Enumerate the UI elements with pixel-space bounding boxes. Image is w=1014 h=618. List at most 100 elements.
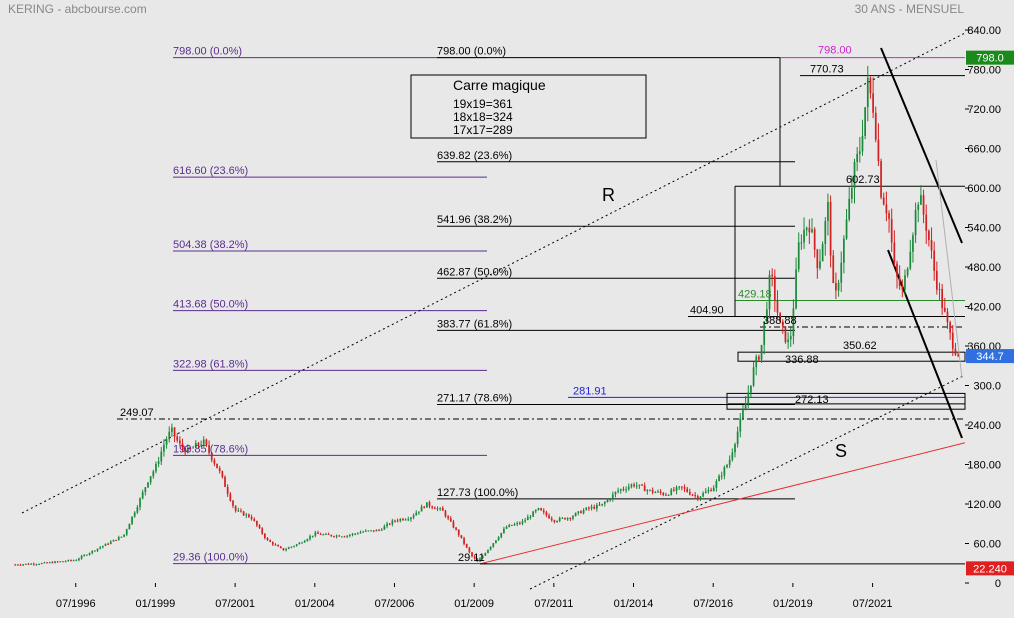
candle-body: [540, 508, 542, 511]
candle-body: [553, 520, 556, 522]
candle-body: [869, 77, 872, 94]
level-429-label: 429.18: [738, 288, 772, 300]
candle-body: [813, 229, 816, 250]
candle-body: [691, 494, 694, 496]
candle-body: [213, 459, 216, 464]
low-badge: [966, 561, 1014, 576]
candle-body: [670, 489, 673, 495]
y-tick-label-1: 60.00: [973, 539, 1001, 551]
candle-body: [954, 348, 957, 355]
candle-body: [274, 544, 277, 546]
fib-left-label-0: 798.00 (0.0%): [173, 46, 242, 58]
fib-left-label-6: 29.36 (100.0%): [173, 552, 248, 564]
candle-body: [75, 560, 78, 562]
fib-left-label-4: 322.98 (61.8%): [173, 358, 248, 370]
candle-body: [476, 558, 479, 562]
letter-r: R: [602, 185, 615, 205]
candle-body: [649, 489, 651, 491]
candle-body: [566, 517, 569, 520]
candle-body: [293, 545, 295, 547]
candle-body: [675, 487, 678, 491]
candle-body: [720, 475, 723, 477]
low-2009-label: 29.11: [458, 552, 485, 564]
info-box-line-3: 17x17=289: [453, 123, 513, 137]
candle-body: [144, 487, 147, 493]
candle-body: [874, 112, 877, 140]
info-box-line-2: 18x18=324: [453, 110, 513, 124]
candle-body: [715, 481, 718, 488]
candle-body: [683, 487, 686, 489]
candle-body: [537, 508, 540, 510]
candle-body: [800, 242, 803, 244]
candle-body: [436, 508, 439, 510]
candle-body: [864, 107, 866, 136]
level-602-label: 602.73: [846, 174, 880, 186]
candle-body: [157, 461, 160, 464]
candle-body: [856, 153, 859, 163]
candle-body: [556, 521, 558, 523]
candle-body: [248, 514, 250, 518]
y-tick-label-0: 0: [995, 578, 1001, 590]
candle-body: [22, 564, 25, 566]
candle-body: [829, 201, 832, 256]
candle-body: [588, 507, 590, 509]
candle-body: [325, 533, 327, 535]
candle-body: [750, 385, 752, 393]
candle-body: [680, 486, 683, 488]
candle-body: [558, 517, 561, 522]
candle-body: [704, 491, 707, 494]
candle-body: [348, 534, 351, 536]
candle-body: [792, 308, 795, 337]
candle-body: [641, 484, 643, 486]
candle-body: [643, 485, 646, 492]
candle-body: [86, 554, 88, 556]
last-price-badge: [966, 349, 1014, 364]
y-tick-label-11: 660.00: [967, 144, 1001, 156]
candle-body: [314, 532, 317, 536]
candle-body: [465, 543, 468, 548]
candle-body: [271, 541, 274, 545]
candle-body: [752, 367, 755, 386]
fib-right-label-2: 541.96 (38.2%): [437, 214, 512, 226]
x-tick-label-4: 07/2006: [375, 598, 415, 610]
candle-body: [396, 520, 399, 522]
candle-body: [627, 486, 630, 490]
candle-body: [696, 496, 699, 500]
candle-body: [901, 285, 904, 290]
candle-body: [598, 504, 601, 506]
fib-right-label-6: 127.73 (100.0%): [437, 487, 518, 499]
candle-body: [261, 528, 264, 534]
candle-body: [914, 209, 917, 236]
last-price-badge-label: 344.7: [976, 351, 1004, 363]
candle-body: [439, 508, 442, 510]
candle-body: [285, 549, 287, 551]
candle-body: [819, 261, 821, 269]
candle-body: [601, 503, 604, 506]
candle-body: [784, 326, 787, 343]
candle-body: [256, 520, 258, 526]
candle-body: [920, 195, 922, 205]
candle-body: [742, 410, 744, 419]
candle-body: [372, 530, 375, 532]
candle-body: [866, 77, 869, 108]
level-350-label: 350.62: [843, 340, 877, 352]
candle-body: [479, 558, 481, 562]
candle-body: [168, 431, 171, 440]
candle-body: [30, 563, 32, 565]
candle-body: [564, 517, 566, 520]
candle-body: [91, 550, 94, 554]
candle-body: [739, 418, 742, 432]
candle-body: [898, 276, 901, 286]
candle-body: [893, 242, 896, 264]
candle-body: [351, 533, 354, 535]
candle-body: [356, 533, 359, 535]
candle-body: [112, 539, 115, 542]
candle-body: [835, 282, 837, 291]
candle-body: [779, 312, 782, 322]
candle-body: [117, 537, 120, 541]
candle-body: [452, 521, 455, 528]
candle-body: [824, 221, 827, 245]
y-tick-label-12: 720.00: [967, 104, 1001, 116]
candle-body: [489, 546, 492, 550]
candle-body: [141, 492, 144, 499]
